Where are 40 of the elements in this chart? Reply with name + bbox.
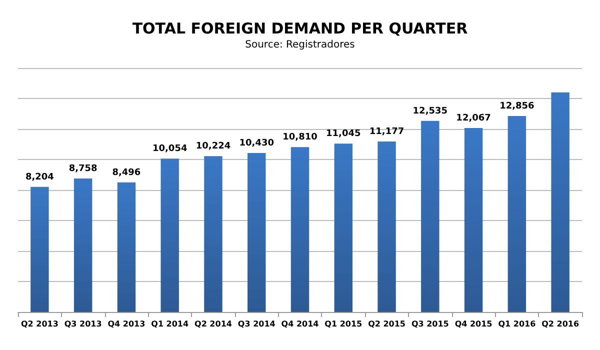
x-tick-label: Q4 2015	[454, 320, 493, 328]
bar	[248, 152, 266, 312]
data-label: 11,045	[326, 129, 361, 140]
data-label: 12,067	[456, 113, 491, 124]
x-tick-label: Q2 2013	[20, 320, 58, 328]
chart-subtitle: Source: Registradores	[245, 40, 355, 50]
bar	[74, 178, 92, 312]
data-label: 12,856	[500, 101, 534, 112]
bar	[421, 120, 440, 312]
bar	[508, 116, 526, 312]
x-tick-label: Q2 2016	[542, 320, 580, 328]
data-label: 10,224	[196, 142, 231, 152]
data-label: 11,177	[369, 127, 404, 138]
x-tick-label: Q3 2013	[64, 320, 102, 328]
x-tick-label: Q3 2015	[411, 320, 450, 328]
data-label: 12,535	[412, 106, 448, 116]
chart-title: TOTAL FOREIGN DEMAND PER QUARTER	[132, 20, 468, 38]
x-tick-label: Q4 2013	[108, 320, 146, 328]
bar	[204, 156, 222, 312]
x-tick-label: Q2 2015	[368, 320, 406, 328]
x-tick-label: Q1 2015	[324, 320, 363, 328]
x-tick-label: Q3 2014	[238, 320, 276, 328]
data-label: 8,758	[68, 164, 98, 174]
bar	[464, 128, 483, 312]
bar	[551, 92, 570, 312]
bar	[290, 147, 310, 312]
data-label: 8,204	[25, 172, 54, 182]
x-tick-label: Q1 2014	[151, 320, 189, 328]
bar	[378, 142, 396, 312]
bar	[30, 186, 49, 312]
data-label: 10,054	[152, 144, 188, 154]
bar	[117, 182, 136, 312]
bar	[160, 158, 179, 312]
x-tick-label: Q2 2014	[194, 320, 232, 328]
data-label: 10,430	[239, 138, 274, 148]
data-label: 10,810	[282, 132, 318, 143]
data-label: 8,496	[112, 168, 141, 178]
x-tick-label: Q4 2014	[281, 320, 320, 328]
bar	[334, 144, 352, 312]
x-tick-label: Q1 2016	[498, 320, 536, 328]
